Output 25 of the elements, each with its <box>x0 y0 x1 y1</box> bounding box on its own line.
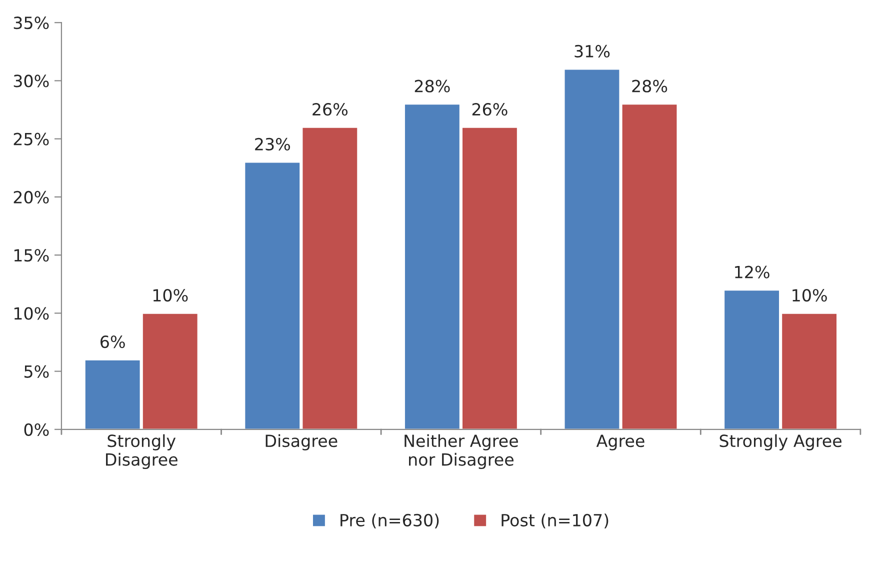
data-label: 26% <box>472 103 508 116</box>
data-label: 6% <box>100 335 125 348</box>
data-label: 28% <box>632 80 668 92</box>
y-tick-label: 20% <box>14 190 49 204</box>
y-tick-label: 30% <box>14 74 49 88</box>
y-tick-label: 15% <box>14 249 49 262</box>
data-label: 28% <box>414 80 450 92</box>
y-tick-label: 0% <box>24 423 49 436</box>
x-tick-label: Strongly Agree <box>720 434 842 450</box>
data-label: 26% <box>312 103 348 116</box>
y-tick-label: 25% <box>14 132 49 146</box>
x-tick-label: Strongly Disagree <box>106 434 178 470</box>
y-tick-label: 10% <box>14 307 49 320</box>
x-tick-label: Disagree <box>266 434 338 450</box>
y-tick-label: 5% <box>24 365 49 378</box>
data-label: 10% <box>792 289 827 302</box>
legend-label: Pre (n=630) <box>340 514 439 528</box>
legend-label: Post (n=107) <box>502 514 608 528</box>
x-tick-label: Neither Agree nor Disagree <box>404 434 518 470</box>
data-label: 31% <box>574 44 610 58</box>
data-label: 23% <box>255 138 290 151</box>
y-tick-label: 35% <box>14 16 49 30</box>
data-label: 12% <box>735 266 770 278</box>
x-tick-label: Agree <box>596 434 644 450</box>
data-label: 10% <box>153 289 188 302</box>
